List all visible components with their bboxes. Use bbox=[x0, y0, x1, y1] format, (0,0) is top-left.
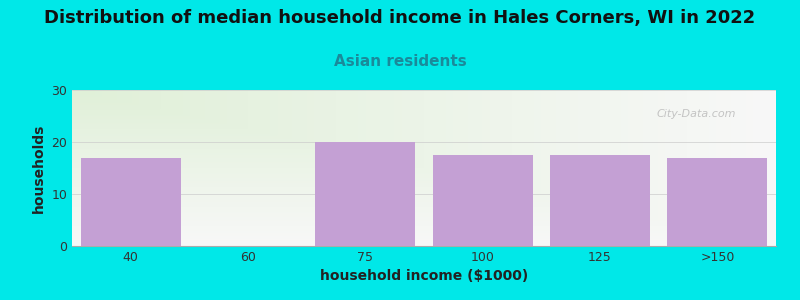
Text: City-Data.com: City-Data.com bbox=[656, 109, 736, 119]
Text: Distribution of median household income in Hales Corners, WI in 2022: Distribution of median household income … bbox=[44, 9, 756, 27]
Bar bbox=[315, 142, 415, 246]
Bar bbox=[667, 158, 767, 246]
Y-axis label: households: households bbox=[32, 123, 46, 213]
Bar bbox=[433, 155, 533, 246]
X-axis label: household income ($1000): household income ($1000) bbox=[320, 269, 528, 284]
Bar bbox=[550, 155, 650, 246]
Bar bbox=[81, 158, 181, 246]
Text: Asian residents: Asian residents bbox=[334, 54, 466, 69]
